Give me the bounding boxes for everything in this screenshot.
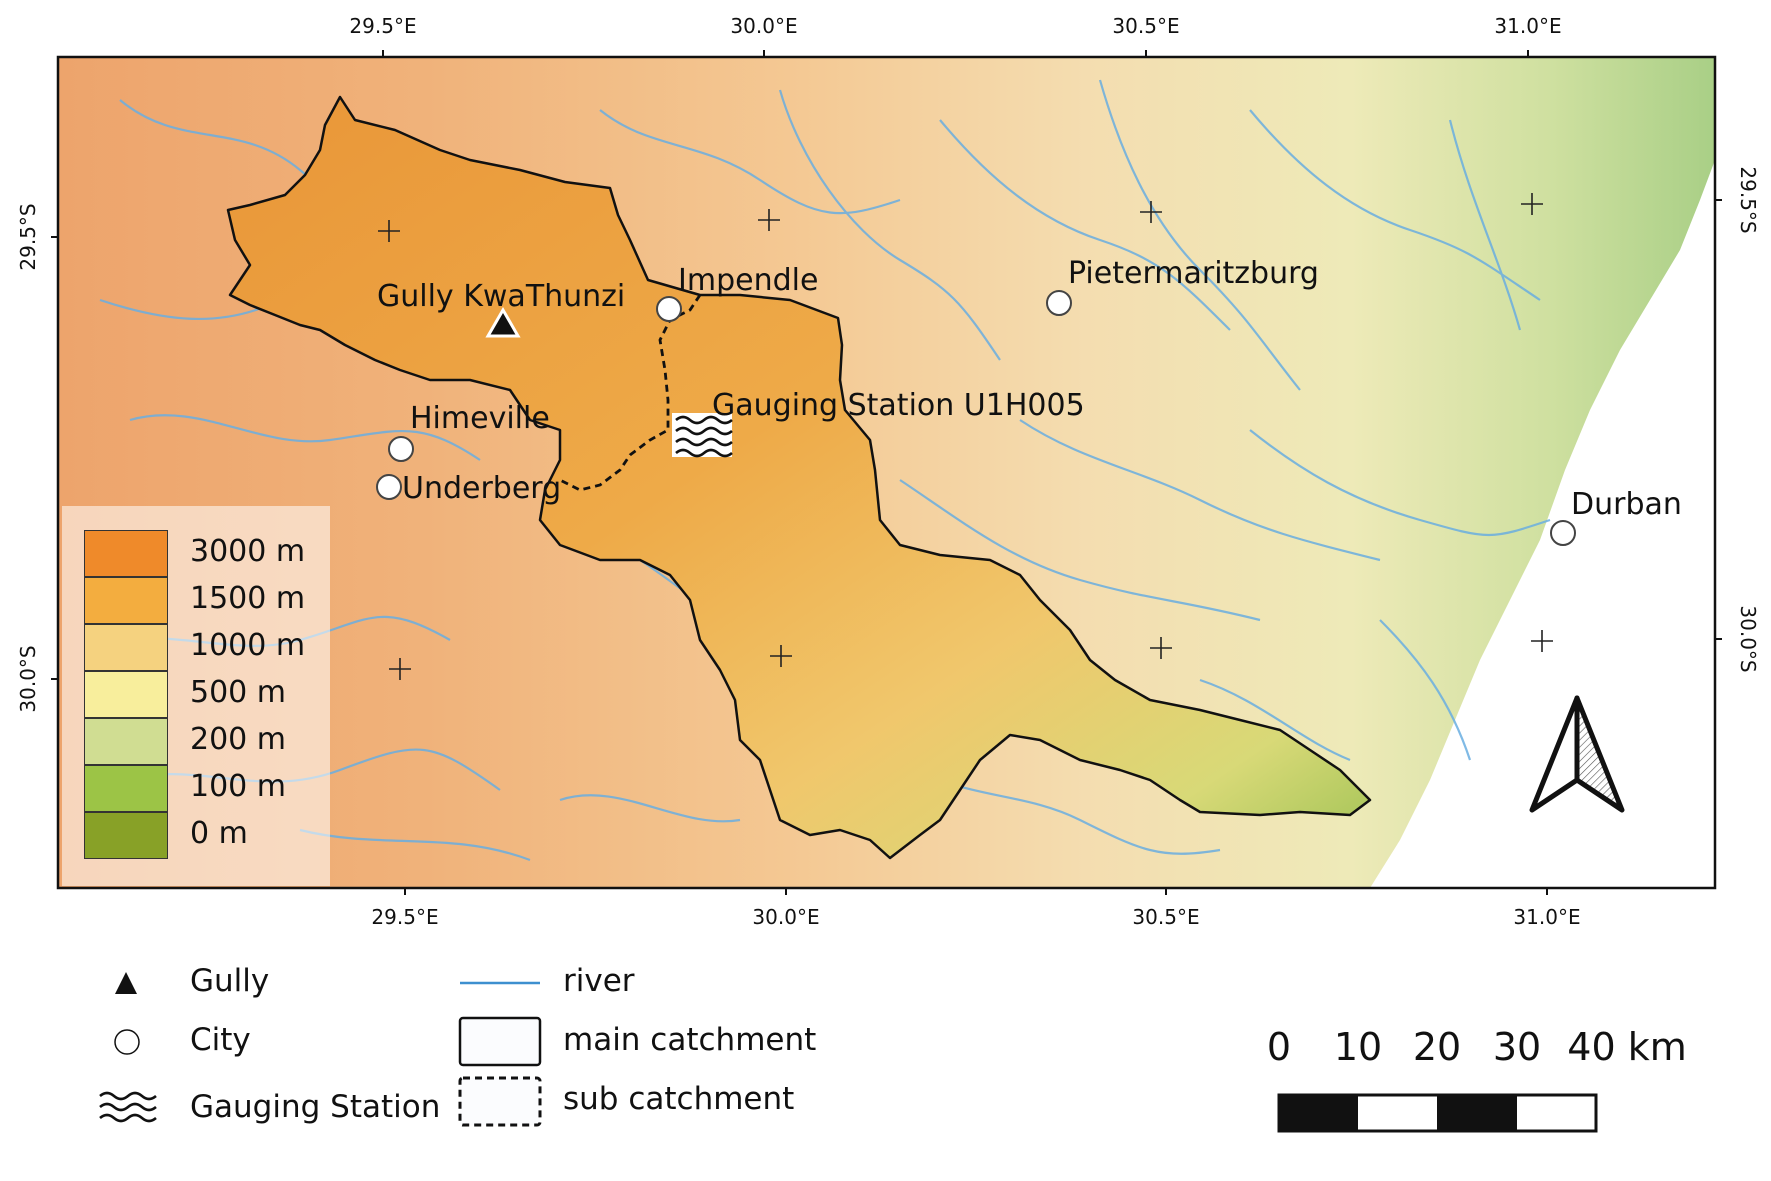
axis-top-label-1: 29.5°E [349,14,417,38]
elevation-swatch-500 [84,671,168,718]
elevation-legend: 3000 m 1500 m 1000 m 500 m 200 m 100 m 0… [62,506,330,886]
axis-right-label-1: 29.5°S [1736,166,1760,234]
legend-symbols [99,972,542,1127]
label-pietermaritzburg: Pietermaritzburg [1068,256,1319,291]
legend-gully-icon [115,972,137,994]
legend-label-sub-catchment: sub catchment [563,1081,795,1117]
map-frame [56,55,1717,890]
axis-bottom-label-3: 30.5°E [1132,905,1200,929]
main-catchment [226,95,1372,860]
legend-gauging-icon [99,1091,157,1123]
legend-label-gauging: Gauging Station [190,1089,441,1125]
elevation-label-1000: 1000 m [190,628,306,663]
city-marker-underberg [376,474,402,500]
elevation-label-100: 100 m [190,769,287,804]
city-marker-durban [1550,520,1576,546]
city-marker-himeville [388,436,414,462]
elevation-label-3000: 3000 m [190,534,306,569]
elevation-swatch-0 [84,812,168,859]
legend-main-catchment-icon [458,1016,542,1067]
label-gully: Gully KwaThunzi [377,279,626,314]
graticule-crosses [378,193,1553,680]
city-marker-impendle [656,296,682,322]
scale-label-20: 20 [1412,1025,1462,1069]
axis-top-label-2: 30.0°E [730,14,798,38]
label-impendle: Impendle [678,263,819,298]
scale-label-10: 10 [1333,1025,1383,1069]
elevation-swatch-100 [84,765,168,812]
label-himeville: Himeville [410,401,550,436]
legend-label-city: City [190,1022,251,1058]
legend-city-icon [114,1029,140,1055]
gauging-station-marker [672,413,733,458]
elevation-label-200: 200 m [190,722,287,757]
elevation-label-0: 0 m [190,816,248,851]
city-marker-pietermaritzburg [1046,290,1072,316]
axis-right-label-2: 30.0°S [1736,605,1760,673]
label-underberg: Underberg [402,471,562,506]
axis-bottom-label-1: 29.5°E [371,905,439,929]
label-durban: Durban [1571,487,1682,522]
axis-top-label-4: 31.0°E [1494,14,1562,38]
axis-bottom-label-2: 30.0°E [752,905,820,929]
elevation-swatch-1000 [84,624,168,671]
legend-label-main-catchment: main catchment [563,1022,817,1058]
elevation-swatch-3000 [84,530,168,577]
axis-top-label-3: 30.5°E [1112,14,1180,38]
axis-left-label-1: 29.5°S [16,203,40,271]
scale-label-0: 0 [1266,1025,1292,1069]
label-gauging-station: Gauging Station U1H005 [712,388,1085,423]
legend-label-gully: Gully [190,963,270,999]
legend-label-river: river [563,963,635,999]
elevation-label-1500: 1500 m [190,581,306,616]
legend-sub-catchment-icon [458,1076,542,1127]
axis-ticks [51,50,1722,895]
scale-label-40km: 40 km [1567,1025,1687,1069]
north-arrow-icon [1529,695,1625,813]
elevation-label-500: 500 m [190,675,287,710]
elevation-swatch-1500 [84,577,168,624]
elevation-swatch-200 [84,718,168,765]
sea [1370,57,1715,888]
scale-bar [1277,1093,1598,1133]
axis-bottom-label-4: 31.0°E [1513,905,1581,929]
scale-label-30: 30 [1492,1025,1542,1069]
gully-marker [485,306,521,338]
axis-left-label-2: 30.0°S [16,645,40,713]
